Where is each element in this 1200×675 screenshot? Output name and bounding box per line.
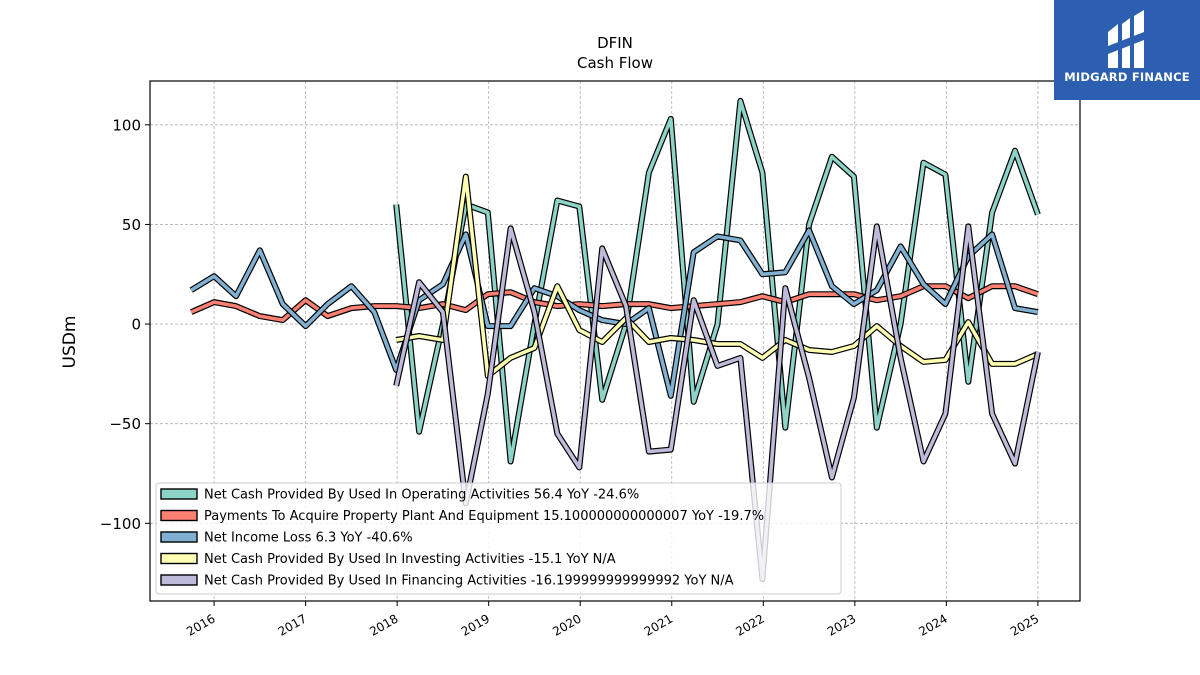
legend-swatch [160,552,198,565]
legend-label: Net Cash Provided By Used In Investing A… [204,552,616,567]
x-tick-label: 2018 [367,611,400,638]
series-line-4 [395,173,1040,379]
legend-swatch [160,531,198,543]
series-line-2 [189,283,1039,324]
logo-text: MIDGARD FINANCE [1064,70,1190,84]
legend-swatch [160,488,198,500]
y-axis-ticks: −100 −50 0 50 100 [100,116,150,533]
x-tick-label: 2022 [733,611,766,638]
logo-mark-icon [1108,10,1144,68]
legend-label: Payments To Acquire Property Plant And E… [204,509,764,524]
y-tick-label: −100 [100,515,141,533]
x-tick-label: 2020 [550,611,583,638]
legend-swatch [160,574,198,586]
series-stroke [395,174,1039,378]
legend-label: Net Income Loss 6.3 YoY -40.6% [204,531,413,546]
x-tick-label: 2023 [825,611,858,638]
x-tick-label: 2021 [642,611,675,638]
y-tick-label: −50 [109,415,141,433]
chart-subtitle: Cash Flow [577,54,653,72]
series-line-3 [189,227,1039,399]
y-tick-label: 50 [122,216,141,234]
legend-swatch [160,509,198,522]
legend: Net Cash Provided By Used In Operating A… [155,482,842,595]
midgard-finance-logo: MIDGARD FINANCE [1054,0,1200,100]
series-stroke [394,99,1040,464]
x-tick-label: 2025 [1008,611,1041,638]
plot-area [189,97,1041,583]
legend-label: Net Cash Provided By Used In Financing A… [204,574,734,589]
chart-title: DFIN [597,34,633,52]
y-tick-label: 100 [112,116,141,134]
legend-label: Net Cash Provided By Used In Operating A… [204,488,639,503]
x-tick-label: 2016 [184,611,217,638]
axes-frame [149,80,1081,602]
series-line-5 [393,223,1041,583]
series-stroke [190,228,1039,398]
x-tick-label: 2024 [916,611,949,638]
x-axis-ticks: 2016 2017 2018 2019 2020 2021 2022 2023 2024 2025 [184,601,1041,639]
x-tick-label: 2017 [276,611,309,638]
series-line-1 [393,97,1041,465]
x-tick-label: 2019 [459,611,492,638]
y-axis-label: USDm [60,316,80,369]
legend-box [155,482,842,595]
series-stroke [190,284,1039,322]
series-stroke [394,224,1040,581]
y-tick-label: 0 [131,316,141,334]
